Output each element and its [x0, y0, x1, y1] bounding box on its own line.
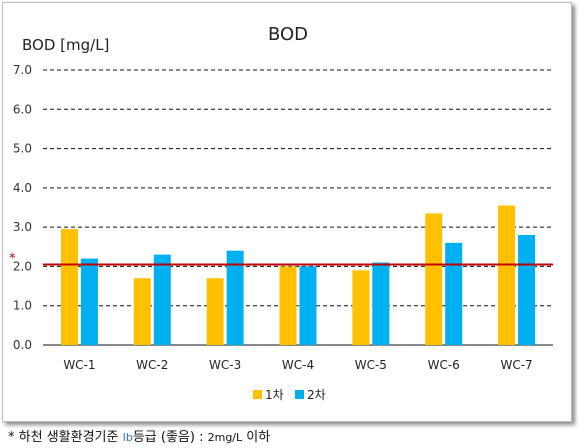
bar-1-wc-7 [498, 205, 516, 345]
x-tick-label: WC-1 [63, 358, 95, 372]
x-tick-label: WC-6 [428, 358, 460, 372]
reference-line-group: * [9, 251, 553, 266]
legend-label-2: 2차 [307, 388, 326, 402]
y-tick-labels: 0.0 1.0 2.0 3.0 4.0 5.0 6.0 7.0 [13, 63, 32, 352]
x-tick-label: WC-7 [500, 358, 532, 372]
x-tick-label: WC-4 [282, 358, 314, 372]
reference-line-marker: * [9, 251, 16, 266]
bar-1-wc-6 [425, 213, 443, 345]
y-tick-label: 3.0 [13, 220, 32, 234]
y-tick-label: 4.0 [13, 181, 32, 195]
y-tick-label: 5.0 [13, 142, 32, 156]
bar-2-wc-5 [372, 262, 390, 345]
footnote: * 하천 생활환경기준 Ib등급 (좋음) : 2mg/L 이하 [8, 426, 270, 445]
y-tick-label: 0.0 [13, 338, 32, 352]
footnote-text-2: 등급 (좋음) : [132, 430, 204, 445]
footnote-text-3: 이하 [246, 430, 271, 445]
bar-2-wc-1 [80, 258, 98, 345]
y-axis-label: BOD [mg/L] [22, 36, 109, 54]
bar-2-wc-3 [226, 250, 244, 345]
bar-1-wc-5 [352, 270, 370, 345]
bar-2-wc-2 [153, 254, 171, 345]
legend-swatch-1 [253, 390, 262, 399]
footnote-grade: Ib [122, 431, 133, 444]
y-tick-label: 2.0 [13, 259, 32, 273]
x-tick-labels: WC-1 WC-2 WC-3 WC-4 WC-5 WC-6 WC-7 [63, 358, 532, 372]
bar-1-wc-1 [60, 229, 78, 345]
y-tick-label: 6.0 [13, 102, 32, 116]
bar-2-wc-6 [445, 242, 463, 345]
footnote-limit: 2mg/L [207, 431, 243, 444]
bar-1-wc-4 [279, 266, 297, 345]
y-tick-label: 7.0 [13, 63, 32, 77]
bar-1-wc-3 [206, 278, 224, 345]
gridlines [43, 69, 553, 346]
chart-frame [2, 2, 572, 422]
footnote-star: * [8, 430, 15, 445]
legend-swatch-2 [295, 390, 304, 399]
bars [60, 205, 536, 345]
bar-2-wc-7 [518, 235, 536, 345]
bar-1-wc-2 [133, 278, 151, 345]
x-tick-label: WC-5 [355, 358, 387, 372]
legend: 1차 2차 [253, 388, 326, 402]
legend-label-1: 1차 [265, 388, 284, 402]
y-tick-label: 1.0 [13, 299, 32, 313]
bar-2-wc-4 [299, 266, 317, 345]
footnote-text-1: 하천 생활환경기준 [18, 430, 119, 445]
x-tick-label: WC-3 [209, 358, 241, 372]
chart-title: BOD [268, 24, 308, 45]
x-tick-label: WC-2 [136, 358, 168, 372]
